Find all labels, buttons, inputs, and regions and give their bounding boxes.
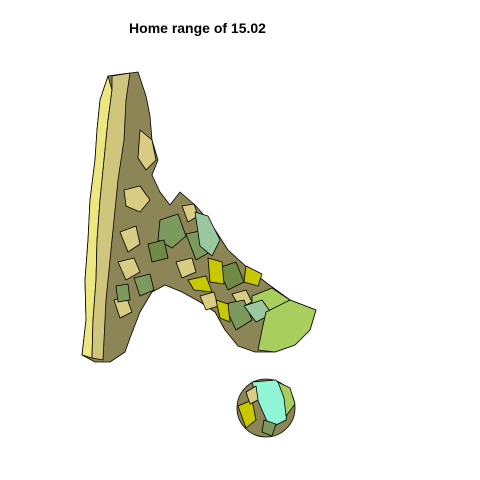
khaki-patch — [175, 257, 197, 279]
green-gray-patch — [133, 273, 155, 297]
lime-band — [277, 381, 296, 417]
small-home-range-polygon — [236, 378, 296, 438]
tan-strip — [91, 72, 131, 361]
main-home-range-polygon — [81, 71, 317, 363]
yellow-green-patch — [187, 275, 213, 293]
yellow-green-band — [237, 399, 257, 429]
olive-green-patch — [147, 239, 169, 263]
green-gray-band — [261, 419, 277, 437]
khaki-patch — [119, 225, 141, 253]
yellow-green-patch — [207, 257, 225, 285]
khaki-patch — [123, 185, 151, 213]
lime-lobe — [257, 299, 317, 353]
khaki-band — [245, 385, 259, 405]
khaki-patch — [117, 257, 141, 281]
sage-patch — [194, 211, 221, 257]
map-title: Home range of 15.02 — [129, 20, 266, 36]
green-gray-patch — [157, 213, 187, 249]
yellow-green-patch — [243, 265, 263, 287]
green-gray-patch — [115, 283, 131, 303]
khaki-patch — [137, 129, 157, 171]
yellow-green-patch — [215, 299, 231, 323]
